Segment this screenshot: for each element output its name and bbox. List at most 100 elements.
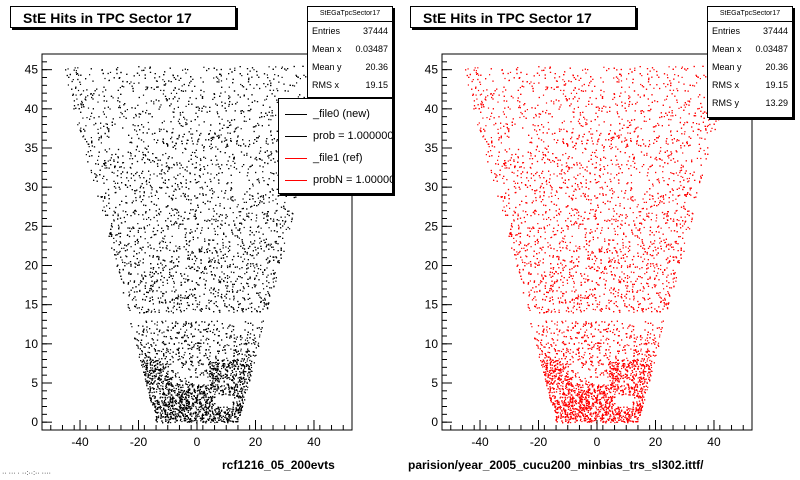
data-point	[137, 340, 140, 342]
data-point	[211, 397, 213, 399]
data-point	[228, 95, 230, 97]
data-point	[237, 306, 240, 308]
data-point	[209, 178, 211, 180]
data-point	[237, 204, 239, 206]
data-point	[173, 286, 175, 288]
data-point	[257, 272, 259, 274]
data-point	[163, 266, 165, 268]
data-point	[198, 124, 200, 126]
data-point	[207, 248, 209, 250]
data-point	[269, 255, 271, 257]
data-point	[218, 362, 220, 364]
data-point	[206, 337, 208, 339]
data-point	[203, 252, 206, 254]
data-point	[177, 409, 179, 411]
data-point	[158, 358, 160, 360]
data-point	[203, 147, 205, 149]
data-point	[268, 66, 270, 68]
data-point	[244, 339, 247, 341]
data-point	[136, 307, 138, 309]
data-point	[114, 182, 116, 184]
data-point	[75, 94, 77, 96]
data-point	[172, 111, 174, 113]
data-point	[199, 295, 201, 297]
data-point	[160, 406, 162, 408]
data-point	[75, 72, 77, 74]
data-point	[97, 128, 99, 130]
data-point	[234, 67, 236, 69]
data-point	[182, 391, 185, 393]
data-point	[165, 320, 167, 322]
data-point	[82, 136, 84, 138]
data-point	[241, 406, 243, 409]
data-point	[268, 201, 270, 203]
data-point	[90, 171, 93, 174]
data-point	[164, 173, 166, 175]
data-point	[117, 67, 119, 69]
data-point	[213, 77, 215, 79]
data-point	[175, 245, 177, 247]
data-point	[77, 73, 79, 75]
data-point	[134, 125, 136, 127]
data-point	[233, 299, 235, 301]
data-point	[178, 342, 180, 344]
data-point	[191, 404, 193, 406]
data-point	[230, 182, 233, 184]
data-point	[113, 237, 115, 239]
data-point	[248, 357, 250, 359]
data-point	[131, 228, 133, 230]
data-point	[231, 289, 233, 291]
data-point	[174, 402, 176, 404]
data-point	[133, 235, 135, 237]
data-point	[237, 136, 239, 138]
data-point	[243, 201, 245, 203]
data-point	[108, 131, 110, 133]
data-point	[127, 306, 129, 308]
data-point	[103, 206, 105, 208]
data-point	[271, 172, 273, 174]
data-point	[214, 391, 216, 393]
data-point	[188, 395, 190, 397]
data-point	[212, 215, 215, 217]
data-point	[249, 372, 251, 374]
data-point	[171, 278, 174, 280]
data-point	[137, 242, 139, 244]
data-point	[115, 234, 117, 236]
data-point	[130, 155, 132, 157]
data-point	[153, 103, 155, 105]
data-point	[257, 178, 260, 180]
data-point	[241, 337, 243, 339]
data-point	[190, 412, 192, 414]
data-point	[203, 150, 205, 152]
data-point	[227, 132, 229, 134]
data-point	[265, 142, 267, 144]
data-point	[195, 406, 197, 408]
data-point	[232, 286, 234, 288]
data-point	[141, 274, 143, 276]
data-point	[254, 267, 256, 269]
data-point	[230, 271, 232, 273]
data-point	[262, 171, 264, 173]
data-point	[157, 198, 159, 200]
data-point	[109, 108, 111, 110]
data-point	[212, 138, 214, 140]
data-point	[218, 410, 220, 412]
data-point	[239, 379, 241, 381]
data-point	[185, 382, 187, 384]
data-point	[236, 101, 238, 103]
data-point	[109, 71, 112, 73]
data-point	[191, 383, 193, 385]
data-point	[229, 410, 231, 412]
data-point	[260, 227, 262, 229]
data-point	[243, 226, 245, 229]
data-point	[252, 339, 254, 341]
data-point	[102, 111, 104, 113]
data-point	[265, 98, 268, 100]
data-point	[207, 402, 209, 404]
data-point	[171, 235, 173, 237]
data-point	[200, 420, 202, 422]
data-point	[162, 267, 164, 269]
data-point	[165, 166, 167, 168]
data-point	[264, 297, 266, 299]
data-point	[230, 373, 232, 375]
